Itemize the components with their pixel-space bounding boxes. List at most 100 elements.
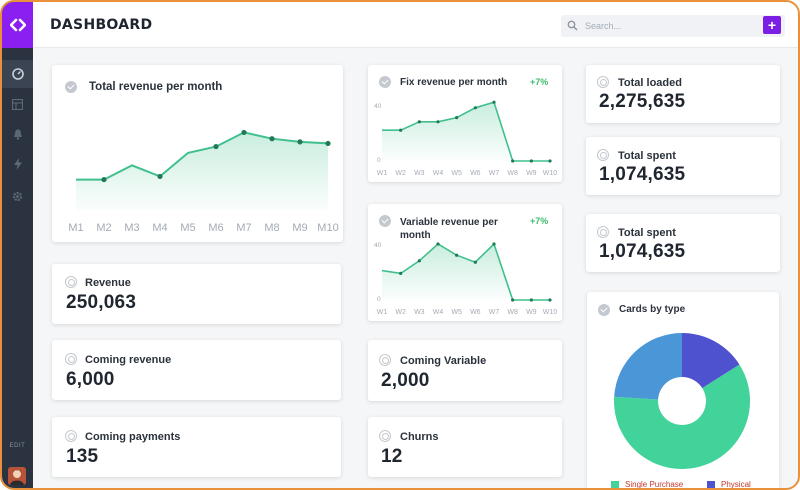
x-tick-label: W1: [377, 309, 388, 316]
card-title: Fix revenue per month: [400, 77, 508, 88]
revenue-card: Revenue 250,063: [52, 264, 341, 324]
x-tick-label: W10: [543, 309, 558, 316]
x-tick-label: M7: [236, 222, 251, 234]
card-title: Total loaded: [618, 77, 682, 89]
coming-payments-card: Coming payments 135: [52, 417, 341, 477]
sidebar-edit-label[interactable]: EDIT: [9, 443, 26, 449]
data-point: [548, 298, 552, 302]
data-point: [473, 106, 477, 110]
data-point: [473, 260, 477, 264]
x-tick-label: W3: [414, 309, 425, 316]
search-input[interactable]: [585, 18, 775, 34]
x-tick-label: W9: [526, 170, 537, 177]
top-header: DASHBOARD +: [33, 2, 798, 48]
sidebar-item-dashboard[interactable]: [2, 60, 33, 88]
variable-revenue-chart: W1 W2 W3 W4 W5 W6 W7 W8 W9 W10 40 0: [374, 242, 558, 316]
series-line: [382, 101, 550, 162]
sidebar-item-activity[interactable]: [2, 150, 33, 178]
card-title: Coming Variable: [400, 355, 487, 367]
x-tick-label: W5: [451, 309, 462, 316]
check-icon: [65, 81, 77, 93]
check-icon: [379, 76, 391, 88]
sidebar-item-grid[interactable]: [2, 90, 33, 118]
grid-icon: [12, 98, 23, 110]
legend-label: Physical: [721, 480, 751, 489]
x-tick-label: W7: [489, 309, 500, 316]
dashboard-icon: [11, 68, 24, 80]
fix-revenue-chart: W1 W2 W3 W4 W5 W6 W7 W8 W9 W10 40 0: [374, 100, 558, 177]
x-tick-label: W1: [377, 170, 388, 177]
bolt-icon: [13, 158, 22, 170]
data-point: [511, 298, 515, 302]
card-value: 135: [66, 446, 99, 467]
x-tick-label: W10: [543, 170, 558, 177]
target-icon: [379, 354, 391, 366]
pie-slice: [614, 364, 750, 470]
data-point: [511, 159, 515, 163]
card-value: 1,074,635: [599, 241, 686, 262]
target-icon: [379, 430, 391, 442]
data-point: [325, 140, 331, 147]
data-point: [399, 128, 403, 132]
x-tick-label: W7: [489, 170, 500, 177]
card-title: Revenue: [85, 277, 131, 289]
x-tick-label: M1: [68, 222, 83, 234]
series-line: [381, 242, 550, 301]
card-title: Total revenue per month: [89, 81, 223, 93]
data-point: [436, 120, 440, 124]
card-value: 2,275,635: [599, 91, 686, 112]
check-icon: [598, 304, 610, 316]
sidebar-item-settings[interactable]: [2, 182, 33, 210]
data-point: [529, 159, 533, 163]
x-tick-label: W6: [470, 309, 481, 316]
data-point: [213, 143, 219, 150]
card-title: Coming revenue: [85, 354, 172, 366]
total-spent-card: Total spent 1,074,635: [586, 137, 780, 195]
target-icon: [597, 226, 609, 238]
data-point: [157, 173, 163, 180]
card-title: Total spent: [618, 150, 676, 162]
fix-revenue-card: Fix revenue per month +7% W1 W2 W3 W4 W5 W6 W7…: [368, 65, 562, 182]
change-badge: +7%: [530, 77, 549, 87]
target-icon: [65, 430, 77, 442]
pie-slice: [614, 333, 682, 400]
pie-legend: Single Purchase Physical: [611, 480, 781, 489]
check-icon: [379, 215, 391, 227]
data-point: [241, 129, 247, 136]
avatar-image: [8, 467, 26, 485]
card-value: 2,000: [381, 370, 430, 391]
x-tick-label: W5: [451, 170, 462, 177]
data-point: [492, 100, 496, 104]
x-tick-label: W4: [433, 309, 444, 316]
y-tick-label: 40: [374, 242, 382, 249]
card-value: 6,000: [66, 369, 115, 390]
variable-revenue-card: Variable revenue per month +7% W1 W2 W3 W4 W…: [368, 204, 562, 321]
card-title: Total spent: [618, 227, 676, 239]
data-point: [399, 271, 403, 275]
x-tick-label: W4: [433, 170, 444, 177]
legend-item-physical: Physical: [707, 480, 751, 489]
pie-slice: [682, 333, 740, 389]
x-tick-label: M8: [264, 222, 279, 234]
churns-card: Churns 12: [368, 417, 562, 477]
data-point: [101, 176, 107, 183]
legend-swatch: [611, 480, 619, 488]
app-logo[interactable]: [2, 2, 33, 48]
add-button[interactable]: +: [763, 16, 781, 34]
x-tick-label: M5: [180, 222, 195, 234]
card-title: Churns: [400, 431, 439, 443]
x-tick-label: W8: [507, 309, 518, 316]
data-point: [548, 159, 552, 163]
total-loaded-card: Total loaded 2,275,635: [586, 65, 780, 123]
search-box[interactable]: [561, 15, 785, 37]
x-tick-label: M6: [208, 222, 223, 234]
card-value: 1,074,635: [599, 164, 686, 185]
x-tick-label: W8: [507, 170, 518, 177]
total-spent-card: Total spent 1,074,635: [586, 214, 780, 272]
target-icon: [597, 76, 609, 88]
avatar[interactable]: [8, 467, 26, 485]
bell-icon: [13, 129, 22, 140]
series-area: [76, 132, 328, 211]
x-tick-label: W2: [395, 170, 406, 177]
sidebar-item-notifications[interactable]: [2, 120, 33, 148]
